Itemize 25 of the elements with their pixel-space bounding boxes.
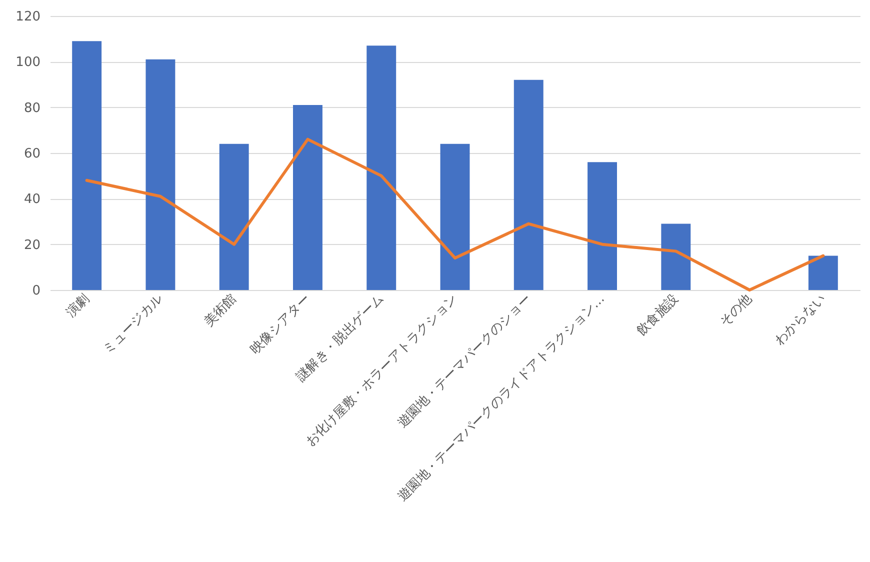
x-tick-label: 演劇 [63, 292, 92, 321]
bar [146, 59, 176, 290]
x-tick-label: 映像シアター [248, 292, 314, 358]
line-series [85, 138, 825, 292]
y-tick-label: 100 [16, 55, 40, 70]
x-tick-label: 美術館 [200, 290, 240, 330]
x-tick-label: わからない [772, 292, 829, 348]
x-tick-label: 飲食施設 [634, 292, 682, 339]
bar [293, 105, 322, 290]
y-tick-label: 20 [24, 238, 40, 253]
y-tick-label: 80 [24, 100, 40, 116]
bar [588, 162, 617, 290]
bar [72, 41, 102, 290]
y-tick-label: 40 [24, 192, 40, 208]
y-tick-label: 0 [32, 284, 40, 298]
bar [366, 46, 396, 290]
bar [661, 224, 691, 290]
bar [219, 144, 249, 290]
bar [808, 256, 838, 290]
y-tick-label: 60 [24, 146, 40, 162]
x-tick-label: その他 [717, 292, 756, 330]
bar [514, 80, 544, 290]
bar [440, 144, 470, 290]
x-tick-label: ミュージカル [100, 292, 166, 358]
y-tick-label: 120 [16, 10, 40, 24]
